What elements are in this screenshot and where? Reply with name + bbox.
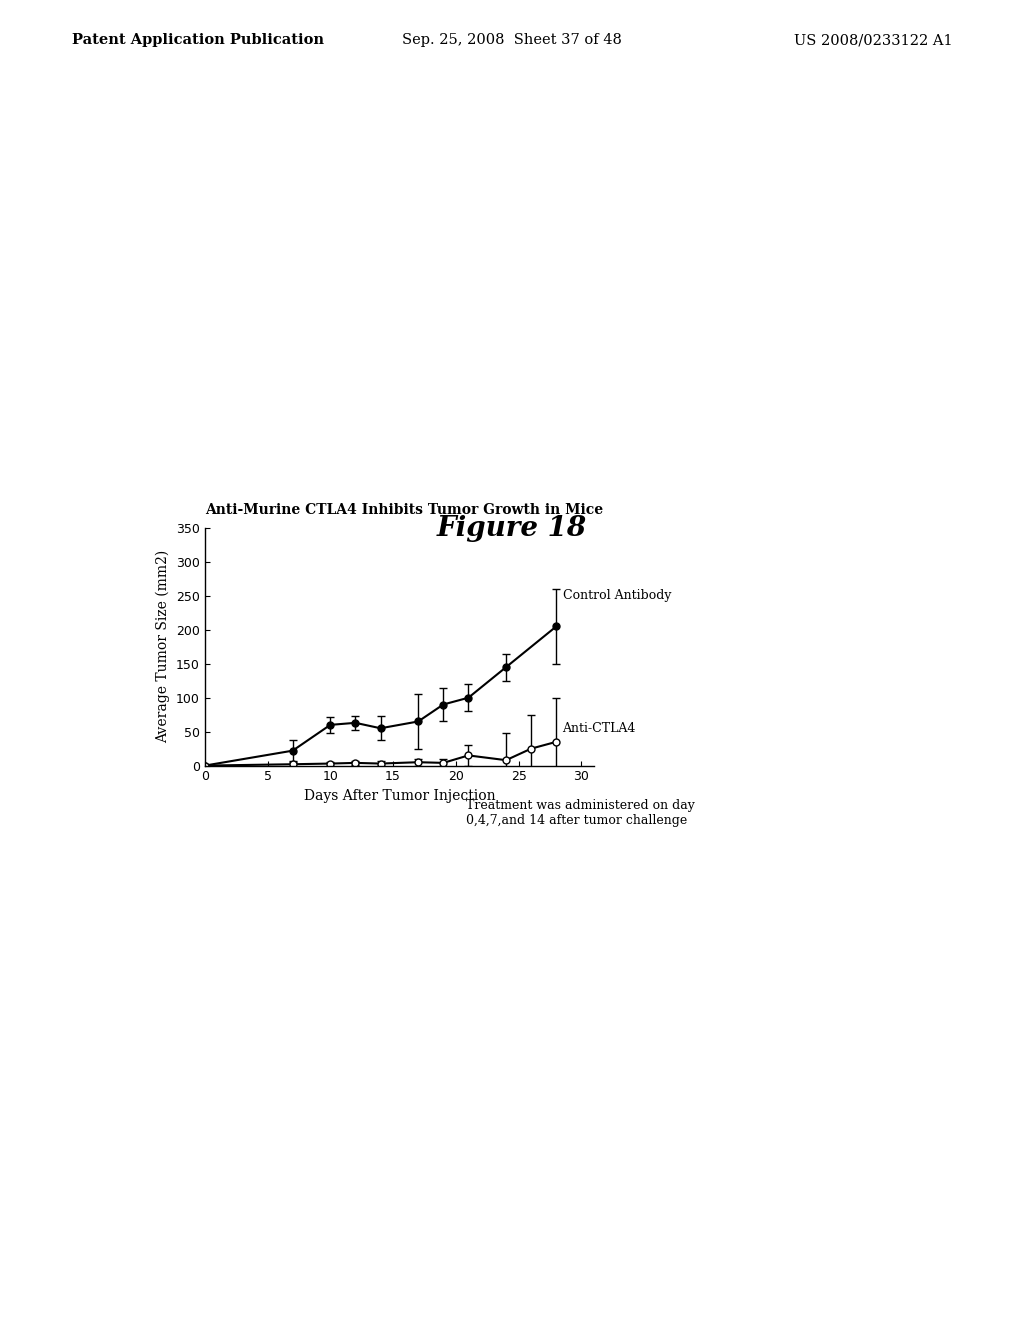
Text: US 2008/0233122 A1: US 2008/0233122 A1 — [794, 33, 952, 48]
Text: Anti-CTLA4: Anti-CTLA4 — [562, 722, 636, 735]
X-axis label: Days After Tumor Injection: Days After Tumor Injection — [303, 789, 496, 803]
Text: Treatment was administered on day
0,4,7,and 14 after tumor challenge: Treatment was administered on day 0,4,7,… — [466, 799, 695, 826]
Text: Patent Application Publication: Patent Application Publication — [72, 33, 324, 48]
Text: Figure 18: Figure 18 — [437, 515, 587, 541]
Text: Anti-Murine CTLA4 Inhibits Tumor Growth in Mice: Anti-Murine CTLA4 Inhibits Tumor Growth … — [205, 503, 603, 517]
Y-axis label: Average Tumor Size (mm2): Average Tumor Size (mm2) — [156, 550, 171, 743]
Text: Control Antibody: Control Antibody — [562, 590, 671, 602]
Text: Sep. 25, 2008  Sheet 37 of 48: Sep. 25, 2008 Sheet 37 of 48 — [402, 33, 622, 48]
